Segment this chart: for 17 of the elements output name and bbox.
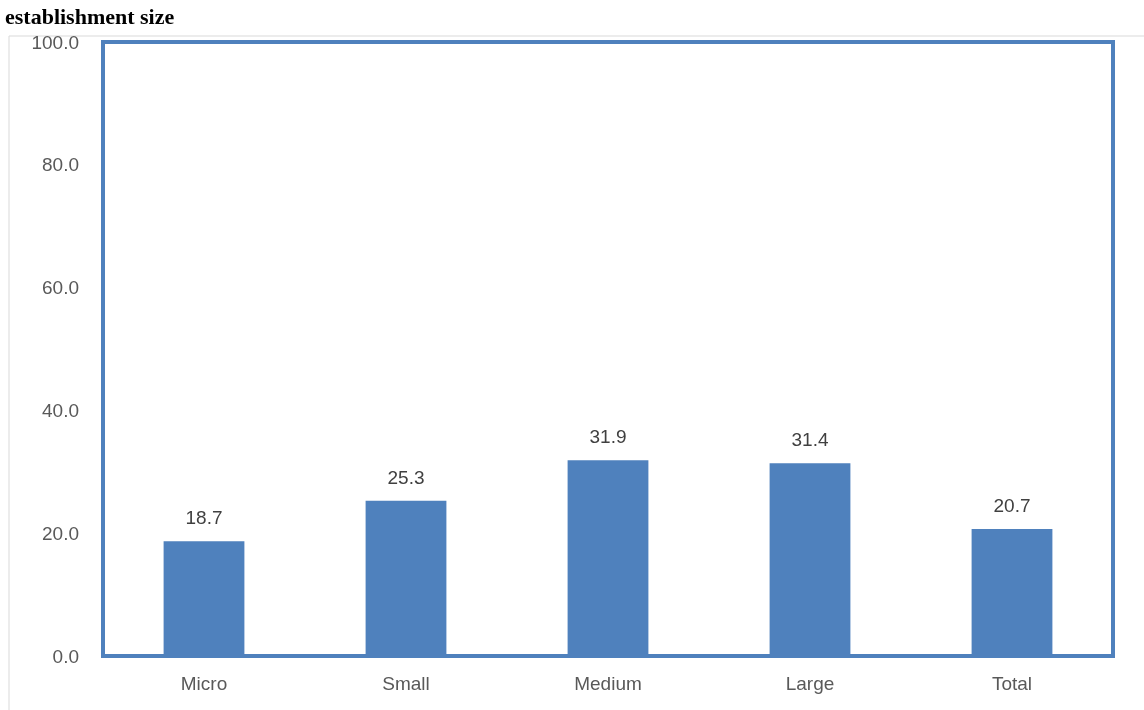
x-tick-label: Total <box>991 673 1033 694</box>
y-tick-label: 0.0 <box>52 645 79 667</box>
x-tick-label: Medium <box>574 673 642 694</box>
y-tick-label: 60.0 <box>42 277 79 299</box>
y-tick-label: 80.0 <box>42 154 79 176</box>
x-tick-label: Small <box>382 673 430 694</box>
y-tick-label: 100.0 <box>31 31 79 53</box>
data-label: 18.7 <box>185 507 223 529</box>
x-tick-label: Large <box>785 673 835 694</box>
data-label: 20.7 <box>993 494 1031 516</box>
data-label: 31.4 <box>791 429 829 451</box>
y-tick-label: 40.0 <box>42 399 79 421</box>
y-tick-label: 20.0 <box>42 522 79 544</box>
data-label: 25.3 <box>387 466 425 488</box>
data-label: 31.9 <box>589 426 627 448</box>
chart-title: establishment size <box>5 3 175 29</box>
x-tick-label: Micro <box>180 673 228 694</box>
